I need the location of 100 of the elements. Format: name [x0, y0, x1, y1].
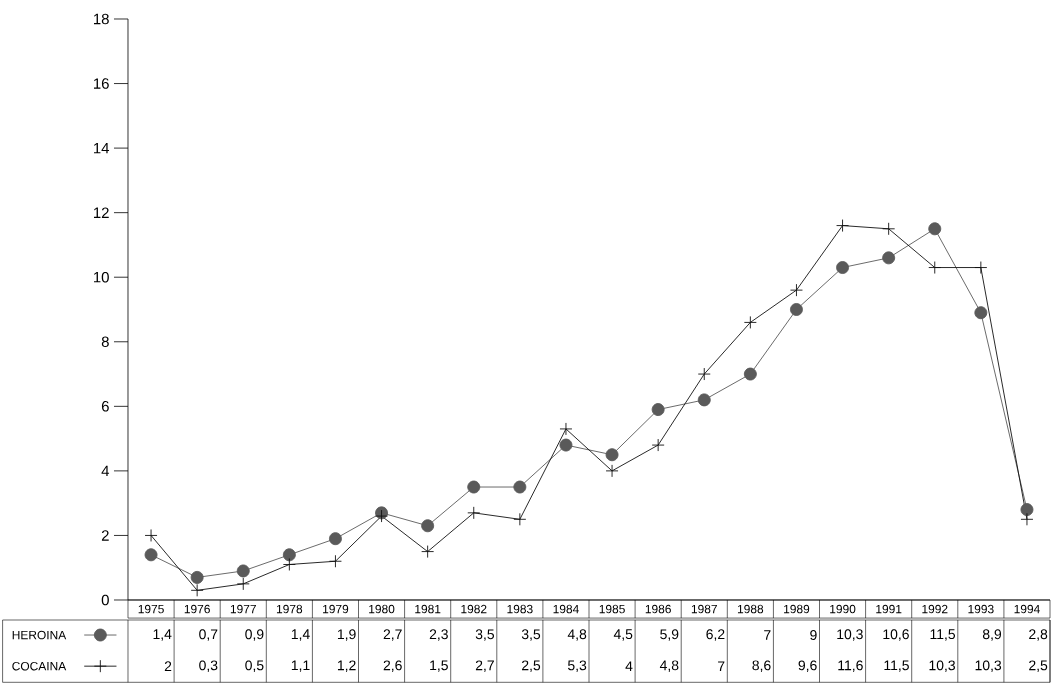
x-tick-label: 1991: [876, 604, 902, 614]
point: [421, 545, 435, 559]
point: [513, 512, 527, 526]
x-tick-label: 1983: [507, 604, 533, 614]
x-tick-label: 1987: [691, 604, 717, 614]
point: [651, 403, 665, 417]
x-tick-label: 1976: [184, 604, 210, 614]
point: [790, 303, 803, 316]
data-label: 11,5: [884, 660, 909, 672]
point: [1020, 512, 1034, 526]
point: [467, 480, 481, 494]
point: [190, 570, 204, 584]
data-label: 9: [810, 630, 817, 640]
x-tick-label: 1989: [784, 604, 810, 614]
point: [559, 422, 573, 436]
legend-label: COCAINA: [12, 661, 67, 671]
data-label: 0,9: [245, 629, 264, 641]
data-label: 7: [764, 630, 771, 640]
data-label: 11,6: [838, 660, 863, 672]
x-tick-label: 1981: [415, 604, 441, 614]
data-label: 1,5: [430, 660, 448, 672]
point: [1020, 503, 1034, 517]
y-tick-label: 0: [101, 594, 109, 606]
point: [513, 480, 527, 494]
data-label: 1,4: [291, 629, 310, 641]
point: [651, 438, 665, 452]
x-tick-label: 1988: [737, 604, 764, 614]
x-tick-label: 1992: [922, 604, 948, 614]
point: [144, 548, 158, 562]
data-label: 3,5: [521, 629, 541, 641]
point: [329, 532, 342, 546]
data-label: 10,3: [975, 660, 1002, 672]
point: [836, 261, 849, 274]
point: [236, 564, 250, 578]
point: [467, 506, 481, 520]
x-tick-label: 1975: [138, 604, 164, 614]
data-label: 2: [164, 661, 172, 672]
y-tick-label: 10: [94, 271, 109, 283]
point: [144, 529, 158, 542]
data-label: 0,7: [199, 629, 218, 641]
data-label: 2,6: [383, 660, 402, 672]
y-tick-label: 14: [94, 142, 110, 154]
data-label: 10,3: [837, 629, 863, 641]
point: [329, 554, 342, 568]
data-label: 1,1: [291, 660, 310, 672]
data-label: 0,3: [199, 660, 218, 672]
y-tick-label: 2: [101, 530, 109, 541]
data-label: 2,8: [1029, 629, 1048, 641]
data-label: 4,8: [659, 660, 679, 672]
data-label: 1,4: [153, 629, 172, 641]
point: [928, 222, 942, 236]
legend-label: HEROINA: [12, 630, 67, 640]
x-tick-label: 1978: [276, 604, 303, 614]
y-tick-label: 16: [94, 78, 109, 89]
data-label: 4: [625, 661, 633, 671]
data-label: 5,9: [660, 629, 679, 641]
y-tick-label: 12: [94, 207, 109, 218]
point: [605, 464, 619, 478]
data-label: 2,5: [1029, 660, 1048, 672]
data-label: 9,6: [798, 660, 817, 672]
x-tick-label: 1984: [553, 604, 579, 614]
point: [282, 558, 296, 571]
data-label: 7: [718, 661, 725, 671]
x-tick-label: 1977: [230, 604, 256, 614]
data-label: 0,5: [245, 660, 264, 672]
y-tick-label: 6: [101, 401, 109, 412]
data-label: 10,6: [883, 629, 909, 641]
point: [743, 367, 757, 381]
data-label: 1,2: [337, 660, 356, 672]
data-label: 10,3: [929, 660, 955, 672]
x-tick-label: 1994: [1014, 604, 1040, 614]
point: [697, 367, 711, 381]
x-tick-label: 1985: [599, 604, 625, 614]
point: [282, 548, 296, 562]
y-tick-label: 8: [101, 336, 109, 348]
point: [190, 583, 204, 597]
data-label: 6,2: [706, 629, 725, 641]
point: [605, 448, 619, 462]
data-label: 11,5: [930, 629, 956, 641]
x-tick-label: 1979: [323, 604, 349, 614]
data-label: 2,5: [522, 660, 541, 672]
y-tick-label: 18: [94, 13, 109, 25]
point: [974, 306, 988, 320]
point: [974, 261, 988, 274]
x-tick-label: 1980: [369, 604, 395, 614]
point: [836, 219, 849, 233]
data-label: 5,3: [567, 660, 587, 672]
data-label: 2,3: [429, 629, 448, 641]
point: [697, 393, 711, 407]
x-tick-label: 1993: [968, 604, 994, 614]
data-label: 2,7: [383, 629, 402, 641]
data-label: 2,7: [475, 660, 494, 672]
y-tick-label: 4: [101, 465, 110, 477]
point: [559, 438, 573, 452]
x-tick-label: 1982: [461, 604, 487, 614]
data-label: 4,8: [567, 629, 587, 641]
point: [236, 577, 250, 591]
point: [790, 283, 803, 297]
data-label: 8,9: [982, 629, 1002, 641]
data-label: 3,5: [475, 629, 495, 641]
